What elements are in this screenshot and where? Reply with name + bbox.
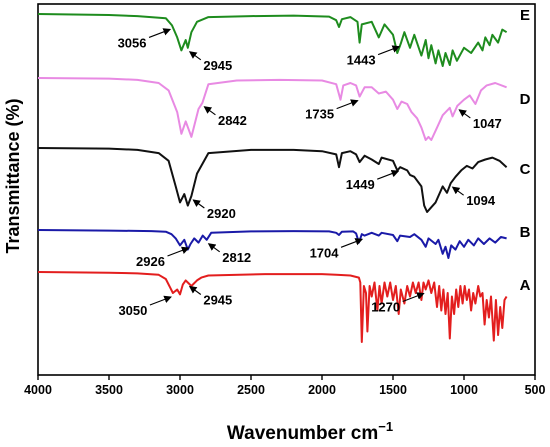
x-axis-title: Wavenumber cm−1 [227,419,393,444]
peak-arrow [148,28,172,38]
peak-label: 2945 [203,58,232,73]
peak-arrow [336,99,359,110]
plot-frame [37,3,536,376]
series-layer [37,13,508,343]
peak-arrow [458,109,471,119]
peak-arrow [203,106,216,116]
peak-label: 3056 [118,35,147,50]
peak-label: 1443 [347,53,376,68]
x-tick-label: 1000 [450,383,478,397]
peak-label: 2812 [222,250,251,265]
x-axis-title-exponent: −1 [378,419,393,434]
series-line-e [37,13,508,67]
peak-arrow [207,243,221,253]
peak-label: 2945 [203,293,232,308]
peak-label: 1094 [466,193,496,208]
x-tick-label: 500 [525,383,546,397]
plot-border [37,3,536,376]
peak-arrow [340,238,364,248]
peak-arrow [377,45,401,56]
peak-label: 2920 [207,206,236,221]
x-tick-label: 2000 [308,383,336,397]
series-labels: E D C B A [520,7,531,294]
series-label-c: C [520,161,531,178]
x-tick-label: 3000 [166,383,194,397]
peak-arrow [167,246,190,257]
series-line-c [37,147,508,213]
peak-arrow [402,292,425,303]
x-axis-title-main: Wavenumber cm [227,423,378,444]
peak-label: 1735 [305,107,334,122]
peak-annotations: 3056 2945 1443 1735 2842 1047 2920 1449 1094 2926… [118,28,502,318]
series-label-b: B [520,224,531,241]
x-axis: 4000 3500 3000 2500 2000 1500 1000 500 [24,375,545,397]
series-label-d: D [520,91,531,108]
peak-arrow [188,285,202,295]
series-label-a: A [520,277,531,294]
peak-arrow [451,186,464,196]
series-line-a [37,271,508,343]
peak-label: 1270 [371,300,400,315]
y-axis-title: Transmittance (%) [3,98,23,253]
peak-arrow [188,51,202,61]
peak-label: 1704 [310,245,340,260]
x-tick-label: 1500 [379,383,407,397]
series-line-b [37,229,507,259]
x-tick-label: 2500 [237,383,265,397]
peak-label: 1449 [346,177,375,192]
peak-arrow [192,199,205,209]
x-tick-label: 4000 [24,383,52,397]
peak-arrow [149,295,172,306]
series-line-d [37,77,507,141]
peak-arrow [377,169,400,180]
peak-label: 3050 [118,303,147,318]
peak-label: 2842 [218,113,247,128]
x-tick-label: 3500 [95,383,123,397]
peak-label: 1047 [473,116,502,131]
peak-label: 2926 [136,254,165,269]
series-label-e: E [520,7,530,24]
